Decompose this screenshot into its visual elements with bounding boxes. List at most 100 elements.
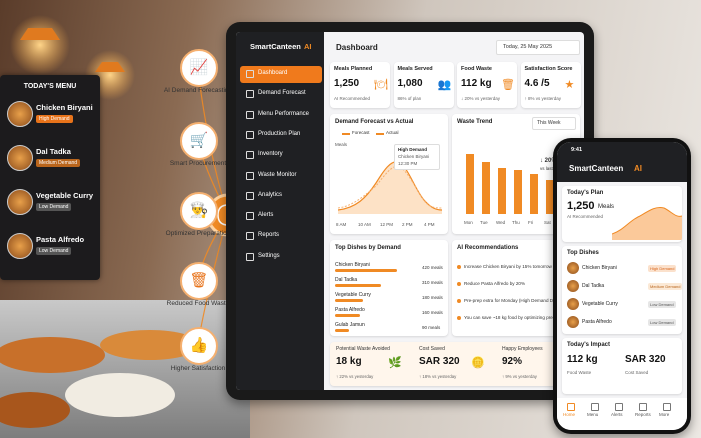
rec-item: You can save ~18 kg food by optimizing p… [464, 315, 556, 320]
impact-value: 18 kg [336, 356, 362, 367]
tab-label[interactable]: Menu [587, 412, 599, 417]
plan-value: 1,250 [567, 200, 595, 212]
nav-item[interactable]: Reports [258, 232, 280, 239]
nav-item[interactable]: Production Plan [258, 130, 301, 137]
dish-name: Chicken Biryani [335, 262, 370, 268]
nav-item[interactable]: Demand Forecast [258, 90, 306, 97]
date: Today, 25 May 2025 [503, 44, 553, 50]
menu-board: TODAY'S MENU Chicken Biryani High Demand Da… [0, 75, 100, 280]
plan-unit: Meals [598, 204, 615, 210]
kpi-label: Food Waste [461, 66, 492, 72]
x-tick-label: Thu [512, 220, 520, 225]
tab-icon [639, 403, 647, 411]
tab-icon [615, 403, 623, 411]
dish-count: 310 meals [422, 280, 443, 285]
kpi-note: ↓ 20% vs yesterday [461, 96, 501, 101]
kpi-card: Meals Planned 1,250 AI Recommended 🍽 [330, 62, 390, 108]
dish-name: Pasta Alfredo [582, 319, 612, 325]
period: This Week [537, 120, 561, 126]
dish-image [567, 262, 579, 274]
dish-bar [335, 314, 360, 317]
kpi-icon: ★ [564, 79, 575, 91]
rec-item: Increase Chicken Biryani by 15% tomorrow [464, 264, 552, 269]
demand-tag: Low Demand [36, 203, 72, 211]
phone: 9:41 SmartCanteen AI Today's Plan 1,250 Meals… [553, 138, 691, 434]
nav-item[interactable]: Menu Performance [258, 110, 310, 117]
nav-item[interactable]: Dashboard [258, 70, 288, 76]
x-tick-label: 2 PM [402, 222, 413, 227]
nav-item[interactable]: Analytics [258, 191, 283, 198]
nav-item[interactable]: Inventory [258, 151, 283, 158]
x-tick-label: Mon [464, 220, 473, 225]
date-picker: Today, 25 May 2025 [496, 40, 580, 55]
callout-text: 12:30 PM [398, 161, 418, 166]
demand-tag: Low Demand [648, 319, 676, 326]
impact-note: ↑ 22% vs yesterday [336, 374, 374, 379]
demand-tag: Medium Demand [648, 283, 683, 290]
plan-title: Today's Plan [567, 190, 604, 196]
kpi-label: Meals Served [397, 66, 433, 72]
card-title: Top Dishes by Demand [335, 245, 401, 251]
nav-item[interactable]: Settings [258, 252, 280, 259]
plan-note: AI Recommended [567, 214, 604, 219]
feature-label: Reduced Food Waste [166, 300, 230, 307]
impact-label: Food Waste [567, 370, 592, 375]
feature-icon: 👍 [180, 327, 218, 365]
kpi-card: Food Waste 112 kg ↓ 20% vs yesterday 🗑 [457, 62, 517, 108]
demand-tag: Low Demand [36, 247, 72, 255]
dish-count: 90 meals [422, 325, 441, 330]
tab-bar: Home Menu Alerts Reports More [557, 398, 687, 430]
rec-dot [457, 265, 461, 269]
tab-label[interactable]: Reports [635, 412, 651, 417]
rec-dot [457, 282, 461, 286]
legend-swatch [376, 133, 384, 135]
dish-bar [335, 269, 397, 272]
phone-header [557, 142, 687, 182]
feature-label: Smart Procurement [169, 160, 227, 167]
bar [498, 168, 506, 214]
dish-name: Vegetable Curry [36, 191, 94, 200]
x-tick-label: Fri [528, 220, 534, 225]
dish-name: Dal Tadka [335, 277, 358, 283]
dish-image [567, 316, 579, 328]
page-title: Dashboard [336, 43, 378, 52]
phone-screen: 9:41 SmartCanteen AI Today's Plan 1,250 Meals… [557, 142, 687, 430]
dish-count: 420 meals [422, 265, 443, 270]
bar [514, 170, 522, 214]
x-tick-label: 12 PM [380, 222, 394, 227]
waste-callout: vs last week [540, 166, 565, 171]
feature-icon: 👨‍🍳 [180, 192, 218, 230]
kpi-card: Satisfaction Score 4.6 /5 ↑ 8% vs yesterda… [520, 62, 581, 108]
dish-name: Chicken Biryani [582, 265, 617, 271]
impact-value: SAR 320 [419, 356, 460, 367]
period-select[interactable]: This Week [532, 117, 576, 130]
rec-dot [457, 299, 461, 303]
impact-note: ↑ 9% vs yesterday [502, 374, 537, 379]
dish-name: Pasta Alfredo [335, 307, 365, 313]
nav-item[interactable]: Waste Monitor [258, 171, 297, 178]
axis-label: Meals [335, 142, 348, 147]
impact-bar: Potential Waste Avoided 18 kg ↑ 22% vs yes… [330, 342, 580, 386]
tab-icon [567, 403, 575, 411]
tab-label[interactable]: Home [563, 412, 576, 417]
tab-label[interactable]: Alerts [611, 412, 623, 417]
nav-icon [246, 130, 254, 139]
dish-name: Dal Tadka [36, 147, 71, 156]
nav-icon [246, 110, 254, 119]
legend-label: Forecast [352, 130, 370, 135]
x-tick-label: Sat [544, 220, 551, 225]
plan-card: Today's Plan 1,250 Meals AI Recommended [562, 186, 682, 242]
nav-item[interactable]: Alerts [258, 212, 274, 219]
tab-label[interactable]: More [659, 412, 670, 417]
status-time: 9:41 [571, 147, 583, 153]
impact-title: Today's Impact [567, 342, 610, 348]
nav-icon [246, 212, 254, 221]
brand-ai: AI [634, 164, 642, 173]
plan-curve [612, 207, 682, 240]
dish-name: Gulab Jamun [335, 322, 365, 328]
dish-image [567, 280, 579, 292]
feature-label: AI Demand Forecasting [163, 87, 233, 94]
kpi-card: Meals Served 1,080 86% of plan 👥 [393, 62, 454, 108]
feature-icon: 🗑 [180, 262, 218, 300]
